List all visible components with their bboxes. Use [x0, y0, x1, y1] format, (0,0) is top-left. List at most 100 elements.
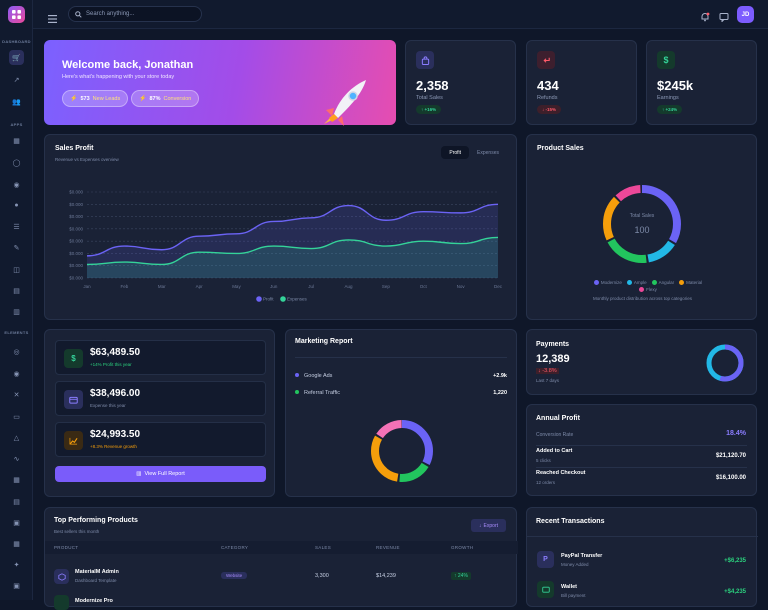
- calendar-icon[interactable]: ▦: [13, 137, 20, 145]
- contacts-icon[interactable]: ◉: [13, 181, 20, 189]
- cart-icon[interactable]: 🛒: [9, 50, 24, 65]
- grid-icon[interactable]: ▦: [13, 476, 20, 484]
- product-icon: [54, 569, 69, 584]
- chat-icon[interactable]: ◯: [12, 159, 21, 167]
- welcome-title: Welcome back, Jonathan: [62, 59, 194, 71]
- annual-row-sub: 5 clicks: [536, 458, 551, 463]
- alert-icon[interactable]: △: [13, 434, 20, 442]
- view-full-report-button[interactable]: ▥ View Full Report: [55, 466, 266, 482]
- x-tick-label: Jun: [270, 284, 278, 289]
- marketing-row-referral-traffic[interactable]: Referral Traffic 1,220: [295, 390, 507, 396]
- terminal-icon[interactable]: ▣: [13, 582, 20, 590]
- card-icon[interactable]: ▭: [13, 413, 20, 421]
- annual-profit-card: Annual Profit Conversion Rate 18.4% Adde…: [526, 404, 757, 496]
- y-tick-label: $0.000: [69, 226, 83, 231]
- export-label: Export: [483, 522, 498, 529]
- divider: [536, 467, 747, 468]
- series-line-profit: [86, 203, 499, 257]
- bar-chart-icon: ▥: [136, 471, 142, 477]
- sales-profit-card: Sales Profit Revenue vs Expenses overvie…: [44, 134, 517, 320]
- new-leads-pill[interactable]: ⚡ 573 New Leads: [62, 90, 129, 107]
- legend-label: Flexy: [646, 287, 657, 292]
- target-icon[interactable]: ◉: [13, 370, 20, 378]
- invoice-icon[interactable]: ▤: [13, 287, 20, 295]
- badge-icon[interactable]: ◎: [13, 348, 20, 356]
- category-badge: Website: [221, 572, 248, 579]
- conversion-rate-label: Conversion Rate: [536, 432, 574, 438]
- product-growth: ↑ 24%: [451, 572, 471, 580]
- search-input[interactable]: Search anything...: [68, 6, 202, 22]
- paypal-icon: P: [537, 551, 554, 568]
- finance-summary-card: $ $63,489.50 +14% Profit this year $38,4…: [44, 329, 275, 497]
- download-icon: ↓: [479, 522, 482, 529]
- payments-value: 12,389: [536, 353, 570, 365]
- transactions-title: Recent Transactions: [536, 518, 605, 525]
- product-name: MaterialM Admin: [75, 569, 119, 575]
- marketing-row-value: +2.9k: [493, 373, 507, 379]
- stat-label: Earnings: [657, 95, 679, 101]
- notes-icon[interactable]: ☰: [13, 223, 20, 231]
- annual-row-value: $21,120.70: [715, 453, 746, 459]
- chart-icon[interactable]: ↗: [13, 76, 20, 84]
- marketing-row-google-ads[interactable]: Google Ads +2.9k: [295, 373, 507, 379]
- donut-center-value: 100: [634, 225, 650, 235]
- users-icon[interactable]: 👥: [12, 98, 21, 106]
- layout-icon[interactable]: ▣: [13, 519, 20, 527]
- product-icon: [54, 595, 69, 610]
- welcome-subtitle: Here's what's happening with your store …: [62, 74, 175, 80]
- search-icon: [75, 10, 82, 18]
- trend-icon: [64, 431, 83, 450]
- x-tick-label: Dec: [494, 284, 503, 289]
- transaction-sub: Money Added: [561, 562, 589, 567]
- conversion-rate-value: 18.4%: [726, 430, 746, 437]
- sales-profit-chart: $0.000 $0.000 $0.000 $0.000 $0.000 $0.000 $0.0…: [69, 190, 503, 302]
- return-icon: [537, 51, 555, 69]
- sidebar-section-dashboard: DASHBOARD: [2, 39, 31, 44]
- payments-change: ↓ -3.8%: [536, 368, 559, 374]
- table-icon[interactable]: ▤: [13, 498, 20, 506]
- form-icon[interactable]: ▦: [13, 540, 20, 548]
- legend-dot: [679, 280, 685, 285]
- sidebar-section-apps: APPS: [10, 122, 23, 127]
- legend-dot: [295, 390, 299, 394]
- y-tick-label: $0.000: [69, 251, 83, 256]
- notification-icon[interactable]: [700, 9, 710, 27]
- legend-dot: [593, 280, 599, 285]
- column-header: REVENUE: [376, 545, 400, 550]
- messages-icon[interactable]: [719, 9, 729, 27]
- y-tick-label: $0.000: [69, 214, 83, 219]
- pulse-icon[interactable]: ∿: [13, 455, 20, 463]
- kanban-icon[interactable]: ▥: [13, 308, 20, 316]
- tools-icon[interactable]: ✕: [13, 391, 20, 399]
- stat-card-refunds: 434 Refunds ↓ -15%: [526, 40, 637, 125]
- top-products-subtitle: Best sellers this month: [54, 529, 100, 534]
- avatar[interactable]: JD: [737, 6, 754, 23]
- app-logo[interactable]: [8, 6, 25, 23]
- finance-row-revenue[interactable]: $24,993.50 +8.3% Revenue growth: [55, 422, 266, 457]
- donut-center-label: Total Sales: [629, 213, 655, 219]
- shop-icon[interactable]: ◫: [13, 266, 20, 274]
- legend-label-profit: Profit: [263, 297, 274, 302]
- export-button[interactable]: ↓ Export: [471, 519, 506, 532]
- payments-donut: [706, 344, 744, 382]
- grid-logo-icon: [12, 10, 21, 19]
- rocket-icon: [324, 80, 366, 126]
- wallet-icon: [537, 581, 554, 598]
- edit-icon[interactable]: ✎: [13, 244, 20, 252]
- menu-icon[interactable]: [48, 10, 57, 23]
- column-header: PRODUCT: [54, 545, 79, 550]
- tab-expenses[interactable]: Expenses: [477, 149, 499, 156]
- stat-badge: ↑ +24%: [657, 105, 683, 114]
- product-sales-donut: [603, 185, 681, 263]
- finance-row-profit[interactable]: $ $63,489.50 +14% Profit this year: [55, 340, 266, 375]
- conversion-pill[interactable]: ⚡ 87% Conversion: [131, 90, 200, 107]
- finance-sub: Expense this year: [90, 403, 126, 408]
- stat-value: $245k: [657, 78, 694, 93]
- legend-item: Ample: [626, 280, 647, 285]
- finance-row-expense[interactable]: $38,496.00 Expense this year: [55, 381, 266, 416]
- finance-value: $38,496.00: [90, 388, 141, 399]
- user-circle-icon[interactable]: ●: [14, 202, 19, 209]
- sparkle-icon[interactable]: ✦: [13, 561, 20, 569]
- tab-profit[interactable]: Profit: [441, 146, 470, 159]
- finance-value: $63,489.50: [90, 347, 141, 358]
